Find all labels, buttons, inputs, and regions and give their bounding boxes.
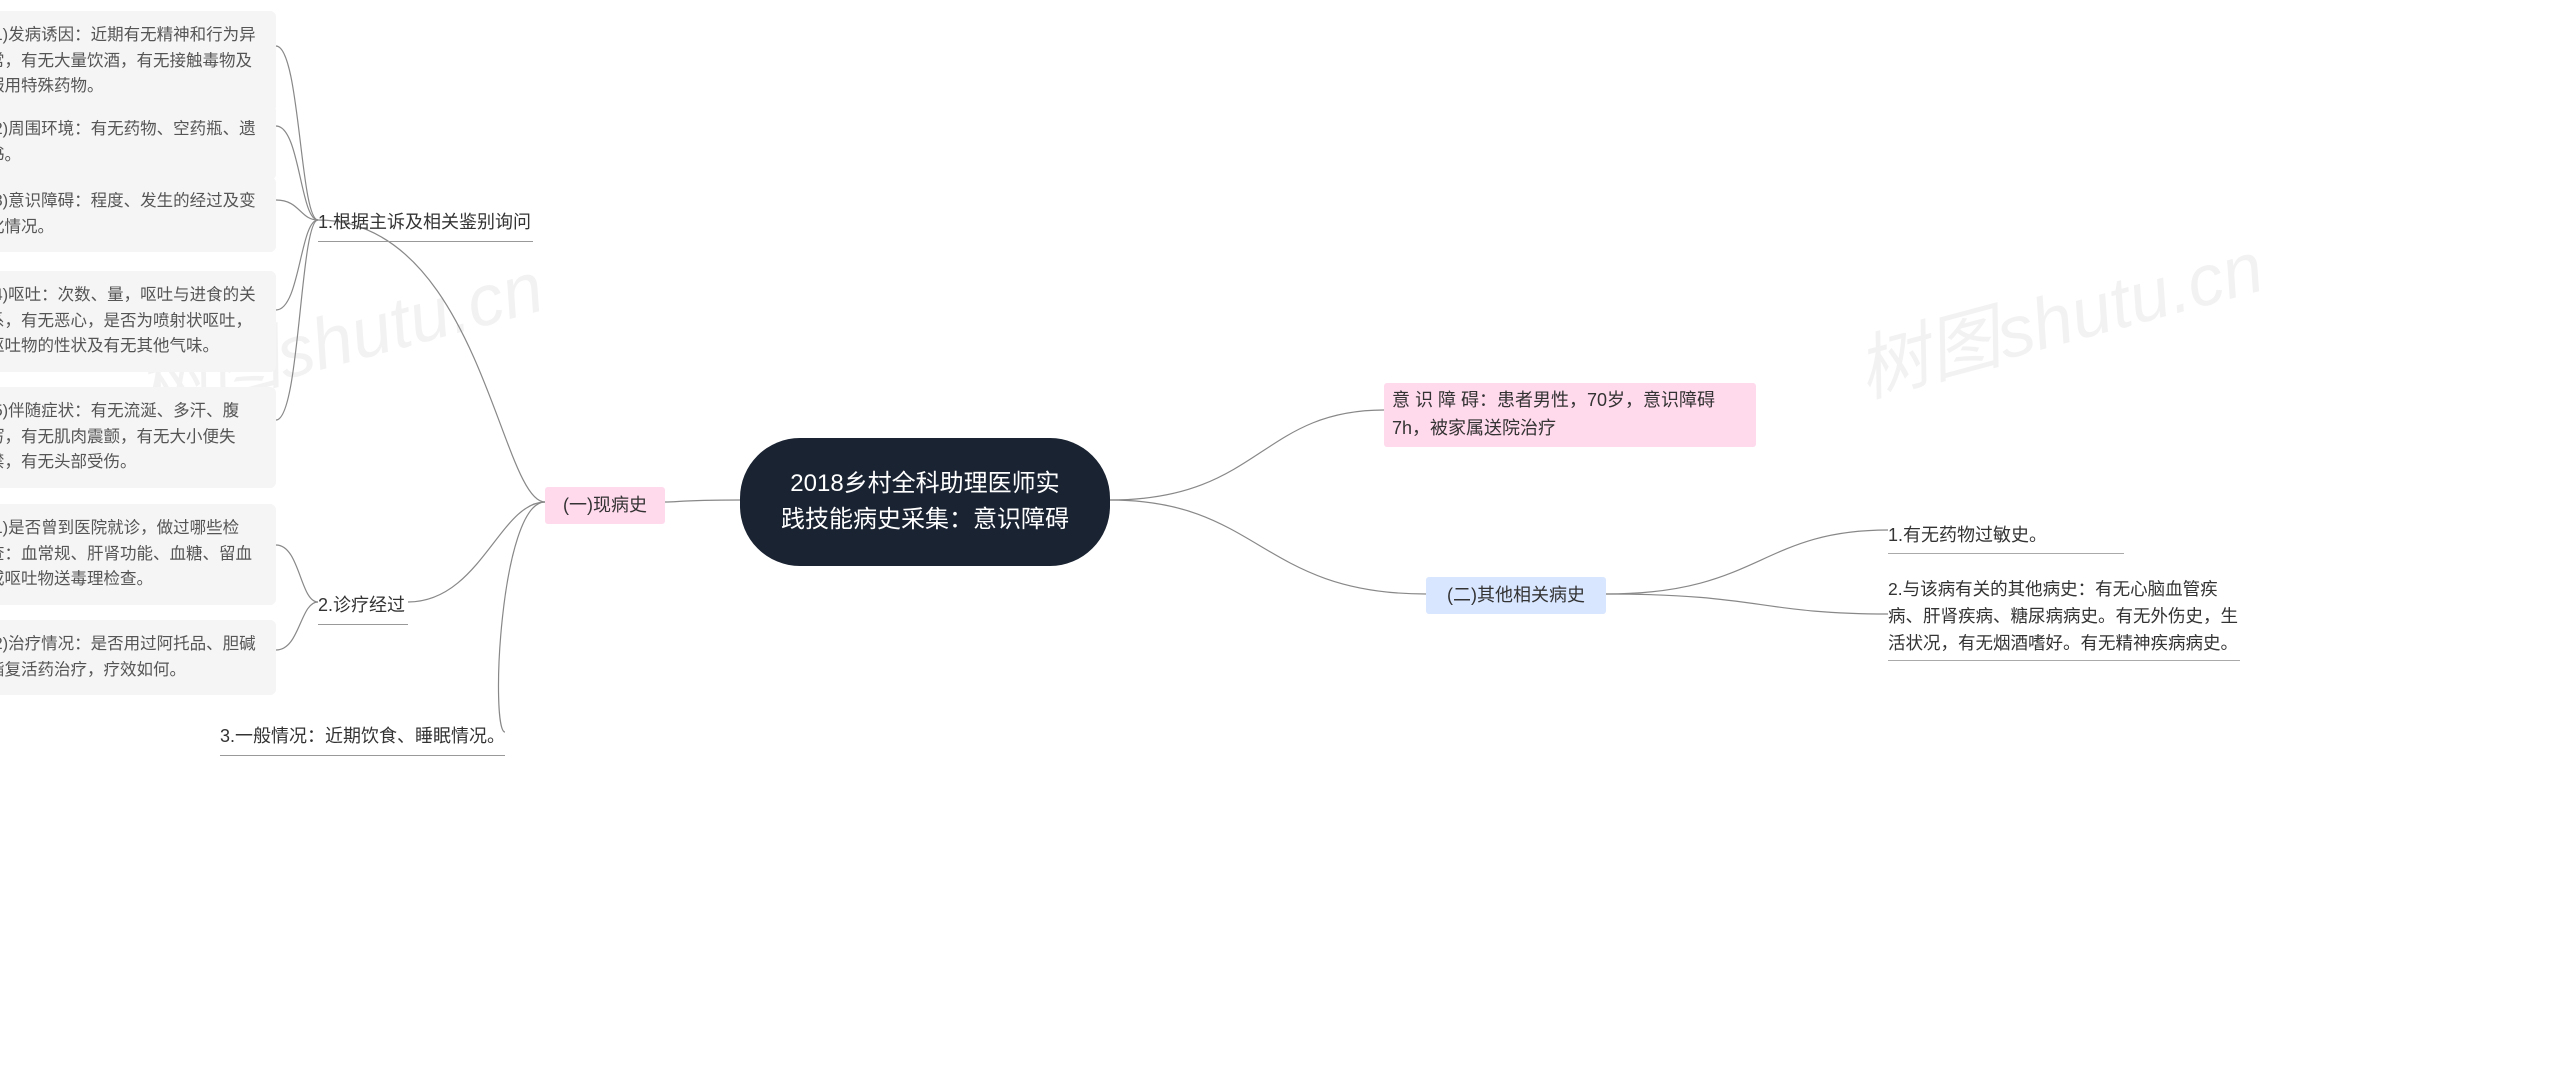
detail-2-2: (2)治疗情况：是否用过阿托品、胆碱酯复活药治疗，疗效如何。 xyxy=(0,620,276,695)
detail-2-1: (1)是否曾到医院就诊，做过哪些检查：血常规、肝肾功能、血糖、留血或呕吐物送毒理… xyxy=(0,504,276,605)
detail-1-1: (1)发病诱因：近期有无精神和行为异常，有无大量饮酒，有无接触毒物及服用特殊药物… xyxy=(0,11,276,112)
sub-general-condition: 3.一般情况：近期饮食、睡眠情况。 xyxy=(220,722,505,756)
detail-1-2: (2)周围环境：有无药物、空药瓶、遗书。 xyxy=(0,105,276,180)
branch-other-history: (二)其他相关病史 xyxy=(1426,577,1606,614)
detail-1-5: (5)伴随症状：有无流涎、多汗、腹泻，有无肌肉震颤，有无大小便失禁，有无头部受伤… xyxy=(0,387,276,488)
other-history-item-2: 2.与该病有关的其他病史：有无心脑血管疾病、肝肾疾病、糖尿病病史。有无外伤史，生… xyxy=(1888,576,2240,661)
sub-chief-complaint: 1.根据主诉及相关鉴别询问 xyxy=(318,208,533,242)
sub-diagnosis-process: 2.诊疗经过 xyxy=(318,591,408,625)
watermark-right: 树图shutu.cn xyxy=(1844,208,2273,417)
branch-case-info-bg: 意 识 障 碍：患者男性，70岁，意识障碍7h，被家属送院治疗 xyxy=(1384,383,1756,447)
branch-present-history: (一)现病史 xyxy=(545,487,665,524)
detail-1-3: (3)意识障碍：程度、发生的经过及变化情况。 xyxy=(0,177,276,252)
detail-1-4: (4)呕吐：次数、量，呕吐与进食的关系，有无恶心，是否为喷射状呕吐，呕吐物的性状… xyxy=(0,271,276,372)
connector-lines xyxy=(0,0,2560,1084)
root-node: 2018乡村全科助理医师实践技能病史采集：意识障碍 xyxy=(740,438,1110,566)
other-history-item-1: 1.有无药物过敏史。 xyxy=(1888,521,2124,554)
